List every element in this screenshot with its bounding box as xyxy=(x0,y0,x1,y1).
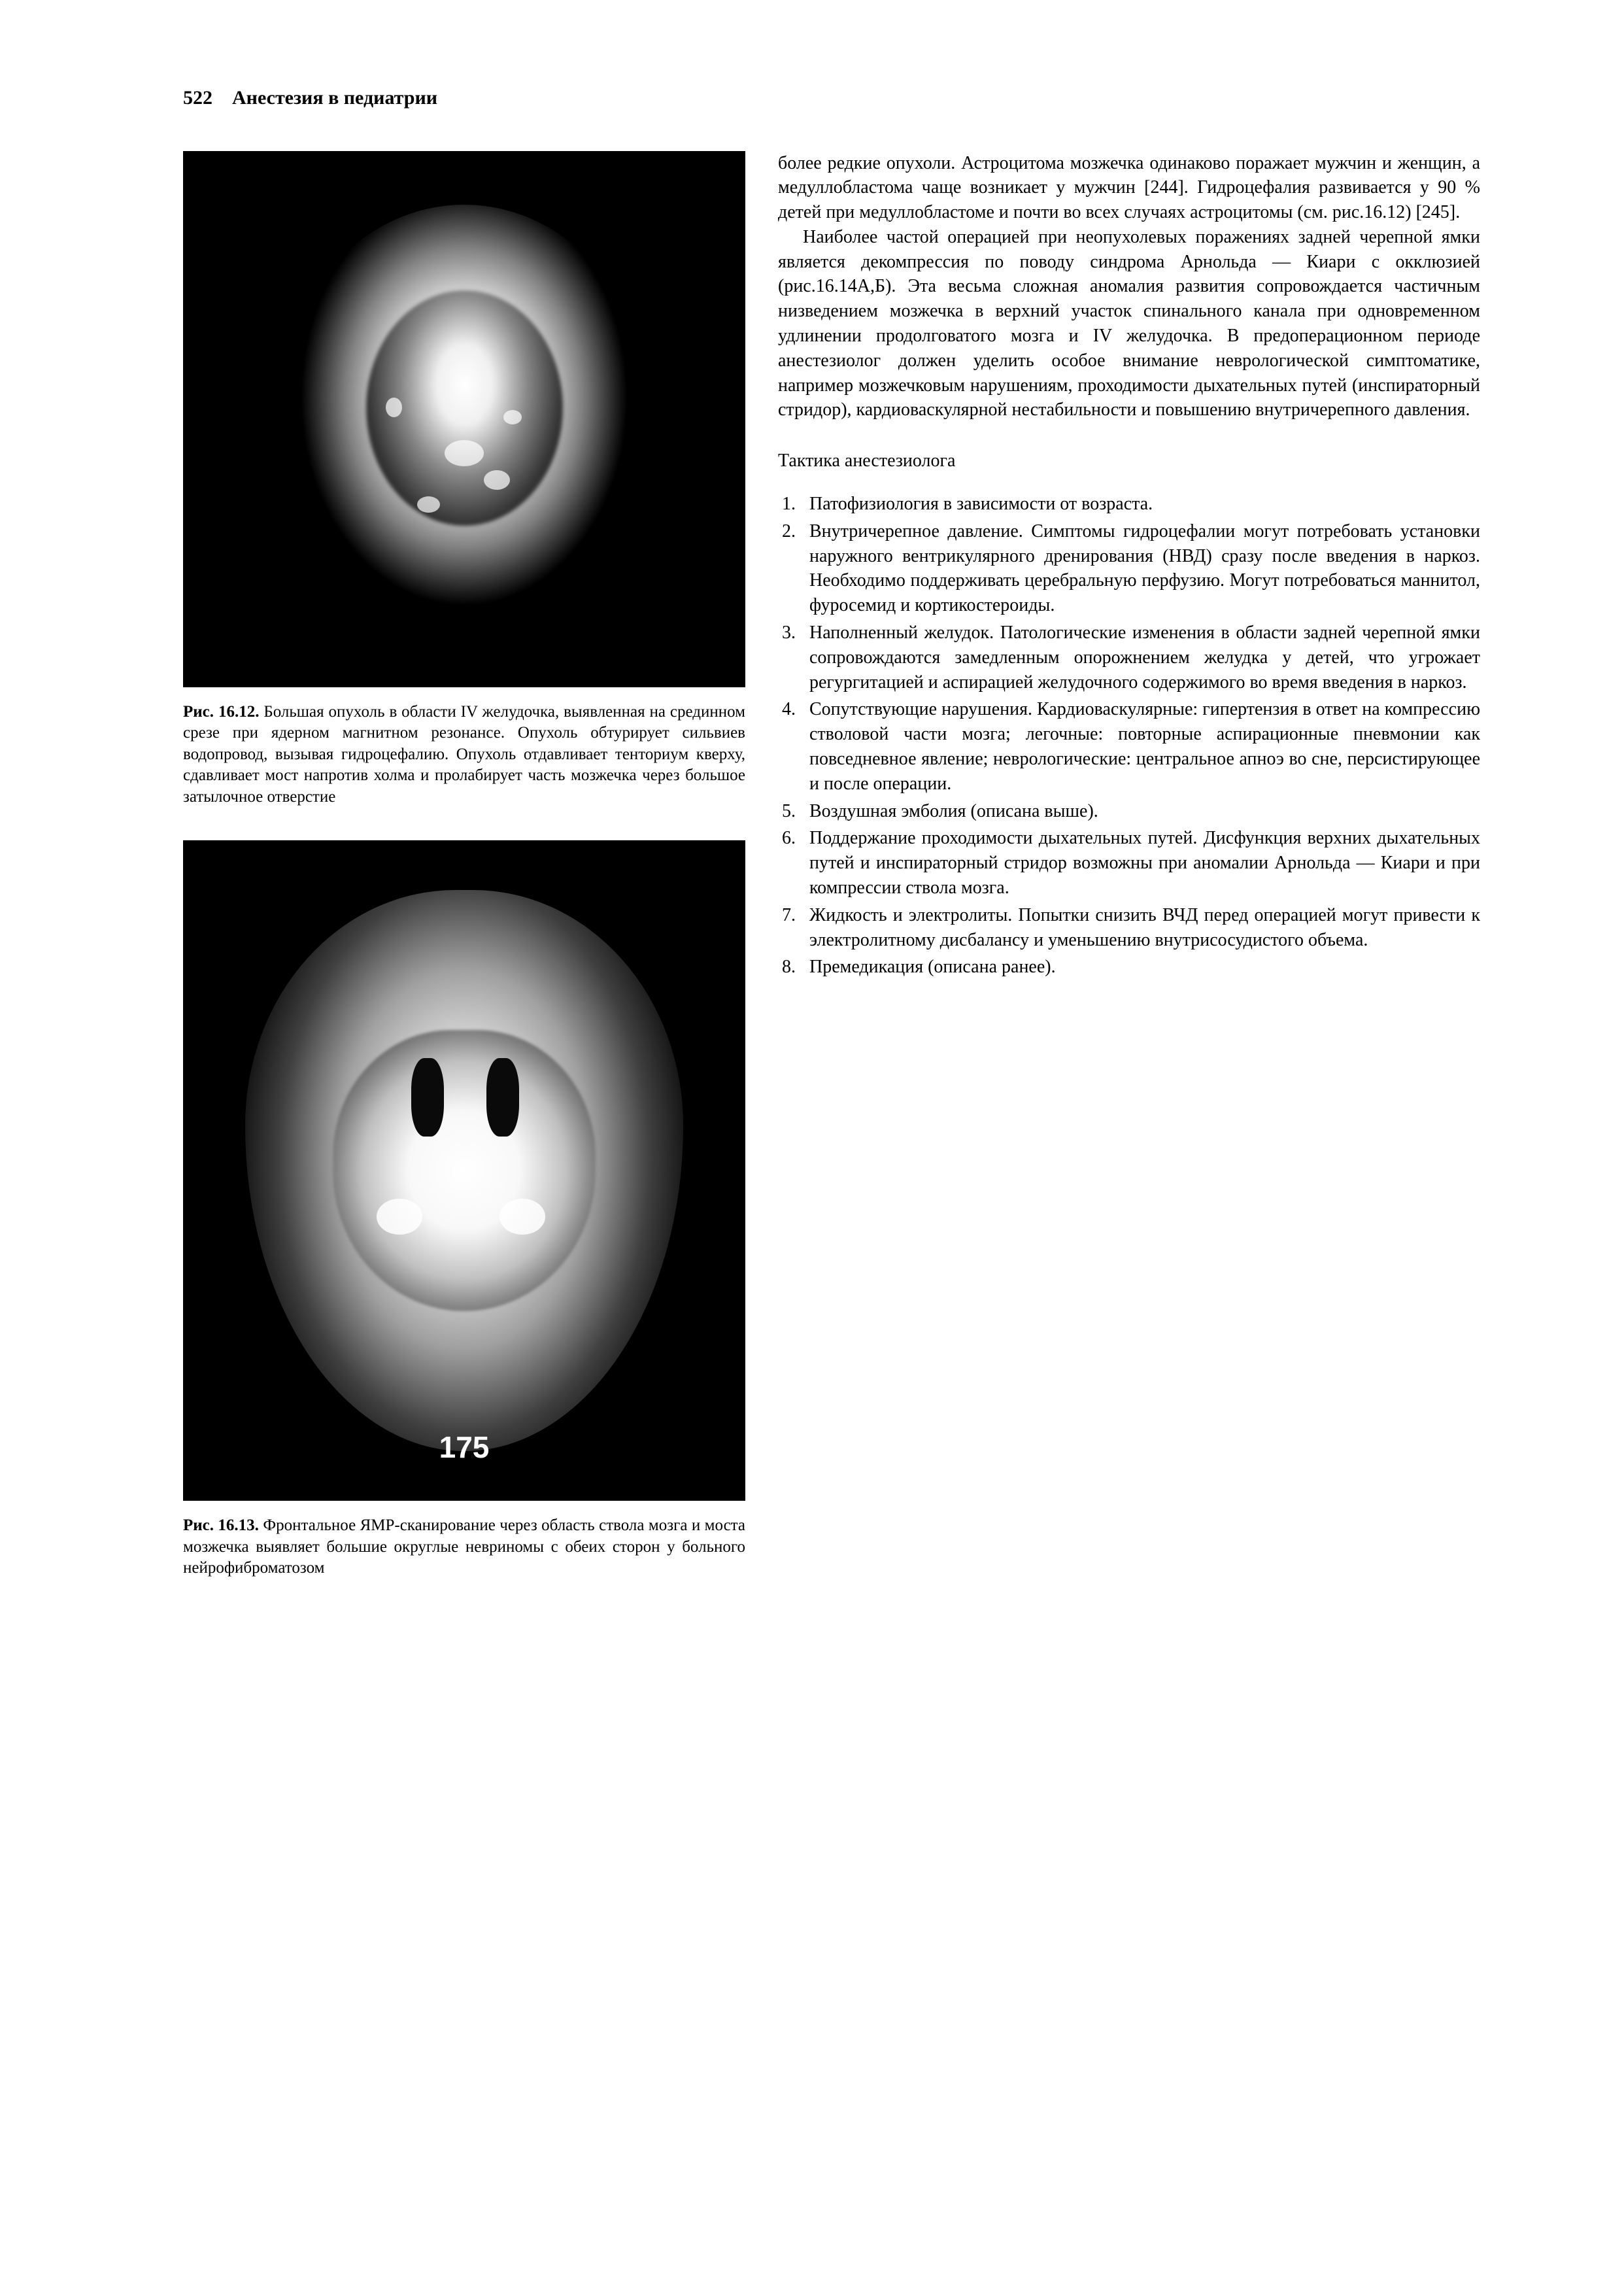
figure-scale-number: 175 xyxy=(439,1427,490,1467)
content-columns: Рис. 16.12. Большая опухоль в области IV… xyxy=(183,151,1480,1612)
tactics-item: Наполненный желудок. Патологические изме… xyxy=(778,621,1480,694)
tactics-item: Сопутствующие нарушения. Кардиоваскулярн… xyxy=(778,697,1480,796)
figure-caption-text: Фронтальное ЯМР-сканирование через облас… xyxy=(183,1516,745,1577)
figure-16-13-image: 175 xyxy=(183,840,745,1501)
tactics-list: Патофизиология в зависимости от возраста… xyxy=(778,492,1480,980)
tactics-item: Премедикация (описана ранее). xyxy=(778,955,1480,980)
figure-caption-text: Большая опухоль в области IV желудочка, … xyxy=(183,703,745,806)
figure-16-12-caption: Рис. 16.12. Большая опухоль в области IV… xyxy=(183,702,745,808)
figure-16-13-caption: Рис. 16.13. Фронтальное ЯМР-сканирование… xyxy=(183,1515,745,1579)
figure-16-12-image xyxy=(183,151,745,687)
body-paragraphs: более редкие опухоли. Астроцитома мозжеч… xyxy=(778,151,1480,423)
page-number: 522 xyxy=(183,87,212,109)
tactics-item: Патофизиология в зависимости от возраста… xyxy=(778,492,1480,517)
page-header: 522 Анестезия в педиатрии xyxy=(183,85,1480,112)
tactics-item: Внутричерепное давление. Симптомы гидроц… xyxy=(778,519,1480,618)
paragraph-1: более редкие опухоли. Астроцитома мозжеч… xyxy=(778,151,1480,225)
tactics-item: Воздушная эмболия (описана выше). xyxy=(778,799,1480,824)
tactics-item: Жидкость и электролиты. Попытки снизить … xyxy=(778,903,1480,953)
left-column: Рис. 16.12. Большая опухоль в области IV… xyxy=(183,151,745,1612)
paragraph-2: Наиболее частой операцией при неопухолев… xyxy=(778,225,1480,422)
right-column: более редкие опухоли. Астроцитома мозжеч… xyxy=(778,151,1480,1612)
figure-label: Рис. 16.13. xyxy=(183,1516,259,1534)
figure-label: Рис. 16.12. xyxy=(183,703,259,721)
chapter-title: Анестезия в педиатрии xyxy=(232,87,437,109)
tactics-section-title: Тактика анестезиолога xyxy=(778,449,1480,473)
tactics-item: Поддержание проходимости дыхательных пут… xyxy=(778,826,1480,900)
